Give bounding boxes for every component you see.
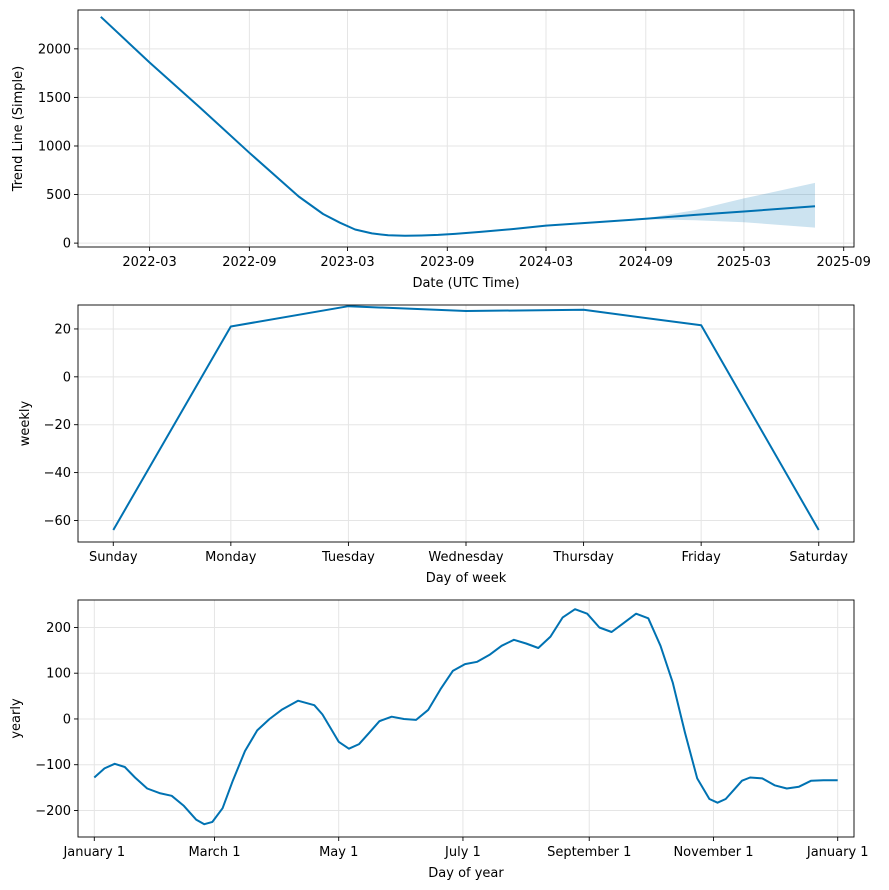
x-tick-label: July 1 [444, 845, 481, 860]
x-tick-label: 2024-09 [619, 255, 673, 270]
x-tick-label: 2022-09 [222, 255, 276, 270]
x-tick-label: Monday [205, 550, 257, 565]
x-tick-label: November 1 [673, 845, 753, 860]
x-axis-title: Day of week [426, 571, 507, 586]
x-tick-label: Friday [681, 550, 721, 565]
y-tick-label: 100 [46, 667, 71, 682]
series-line [100, 16, 816, 237]
y-tick-label: −40 [44, 466, 71, 481]
x-tick-label: 2022-03 [122, 255, 176, 270]
series-line [112, 305, 820, 531]
x-tick-label: Sunday [89, 550, 138, 565]
y-tick-label: −60 [44, 514, 71, 529]
x-tick-label: 2025-09 [817, 255, 871, 270]
x-tick-label: September 1 [547, 845, 631, 860]
x-tick-label: January 1 [806, 845, 869, 860]
y-axis-title: yearly [9, 698, 24, 739]
weekly-panel: Sunday Monday Tuesday Wednesday Thursday Frid… [18, 304, 855, 586]
plot-frame [77, 599, 855, 838]
x-tick-label: January 1 [62, 845, 125, 860]
y-axis-title: Trend Line (Simple) [11, 66, 26, 192]
x-tick-label: Tuesday [321, 550, 375, 565]
x-tick-label: 2023-03 [320, 255, 374, 270]
y-tick-label: 0 [63, 237, 71, 252]
plot-frame [77, 9, 855, 248]
x-tick-label: May 1 [319, 845, 358, 860]
y-axis-title: weekly [18, 400, 33, 446]
x-tick-label: 2023-09 [420, 255, 474, 270]
yearly-panel: January 1 March 1 May 1 July 1 September 1 No… [9, 599, 869, 881]
y-tick-label: 200 [46, 621, 71, 636]
y-tick-label: 20 [54, 322, 71, 337]
x-tick-label: 2024-03 [519, 255, 573, 270]
x-tick-label: Thursday [552, 550, 614, 565]
y-tick-label: 1500 [38, 91, 71, 106]
x-tick-label: March 1 [188, 845, 240, 860]
y-tick-label: 1000 [38, 139, 71, 154]
x-axis-title: Day of year [428, 866, 504, 881]
y-tick-label: −200 [35, 804, 71, 819]
y-tick-label: 500 [46, 188, 71, 203]
y-tick-label: 2000 [38, 42, 71, 57]
uncertainty-band [645, 182, 815, 228]
x-axis-title: Date (UTC Time) [412, 276, 519, 291]
x-tick-label: Saturday [789, 550, 848, 565]
y-tick-label: 0 [63, 370, 71, 385]
y-tick-label: 0 [63, 712, 71, 727]
series-line [93, 608, 838, 826]
y-tick-label: −100 [35, 758, 71, 773]
x-tick-label: 2025-03 [717, 255, 771, 270]
x-tick-label: Wednesday [428, 550, 504, 565]
y-tick-label: −20 [44, 418, 71, 433]
trend-panel: 2022-03 2022-09 2023-03 2023-09 2024-03 2024-… [11, 9, 871, 291]
